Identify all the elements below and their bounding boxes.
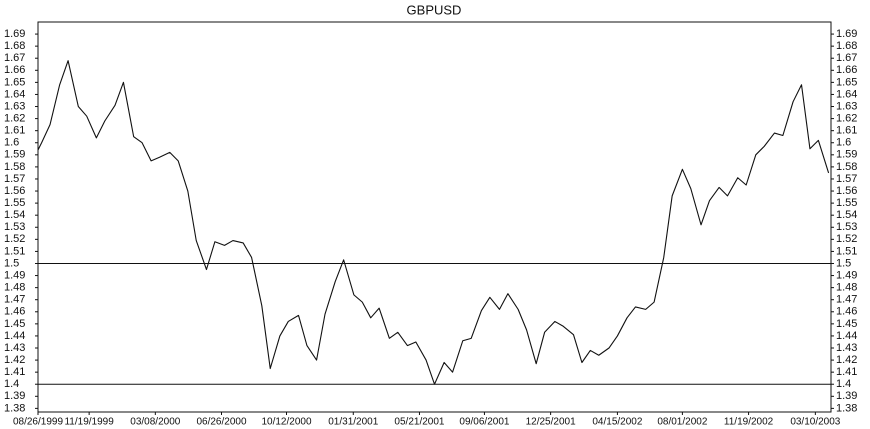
y-tick-label: 1.54 xyxy=(4,209,25,221)
y-tick-label: 1.52 xyxy=(4,233,25,245)
y2-tick-label: 1.56 xyxy=(836,185,857,197)
y-tick-label: 1.48 xyxy=(4,282,25,294)
y-tick-label: 1.64 xyxy=(4,88,25,100)
y2-tick-label: 1.61 xyxy=(836,125,857,137)
y2-tick-label: 1.67 xyxy=(836,52,857,64)
x-tick-label: 01/31/2001 xyxy=(328,417,378,428)
y-tick-label: 1.6 xyxy=(4,137,19,149)
y-tick-label: 1.38 xyxy=(4,402,25,414)
y-tick-label: 1.68 xyxy=(4,40,25,52)
y-tick-label: 1.46 xyxy=(4,306,25,318)
x-tick-label: 11/19/2002 xyxy=(724,417,774,428)
y2-tick-label: 1.52 xyxy=(836,233,857,245)
y-tick-label: 1.4 xyxy=(4,378,19,390)
y2-tick-label: 1.69 xyxy=(836,28,857,40)
y2-tick-label: 1.51 xyxy=(836,245,857,257)
y2-tick-label: 1.62 xyxy=(836,113,857,125)
y-tick-label: 1.59 xyxy=(4,149,25,161)
y2-tick-label: 1.66 xyxy=(836,64,857,76)
y-tick-label: 1.53 xyxy=(4,221,25,233)
y2-tick-label: 1.43 xyxy=(836,342,857,354)
y-tick-label: 1.57 xyxy=(4,173,25,185)
x-tick-label: 11/19/1999 xyxy=(64,417,114,428)
y-tick-label: 1.43 xyxy=(4,342,25,354)
y-tick-label: 1.42 xyxy=(4,354,25,366)
price-line xyxy=(37,60,830,385)
y2-tick-label: 1.65 xyxy=(836,76,857,88)
y-tick-label: 1.63 xyxy=(4,100,25,112)
y2-tick-label: 1.68 xyxy=(836,40,857,52)
x-tick-label: 05/21/2001 xyxy=(394,417,444,428)
y2-tick-label: 1.57 xyxy=(836,173,857,185)
y-tick-label: 1.44 xyxy=(4,330,25,342)
y2-tick-label: 1.38 xyxy=(836,402,857,414)
y-tick-label: 1.65 xyxy=(4,76,25,88)
y2-tick-label: 1.59 xyxy=(836,149,857,161)
y2-tick-label: 1.54 xyxy=(836,209,857,221)
y-tick-label: 1.51 xyxy=(4,245,25,257)
y-tick-label: 1.69 xyxy=(4,28,25,40)
x-tick-label: 06/26/2000 xyxy=(196,417,246,428)
y2-tick-label: 1.4 xyxy=(836,378,851,390)
y2-tick-label: 1.6 xyxy=(836,137,851,149)
y-tick-label: 1.49 xyxy=(4,269,25,281)
y2-tick-label: 1.63 xyxy=(836,100,857,112)
y2-tick-label: 1.58 xyxy=(836,161,857,173)
plot-frame xyxy=(37,21,832,413)
y2-tick-label: 1.44 xyxy=(836,330,857,342)
y-tick-label: 1.41 xyxy=(4,366,25,378)
y2-tick-label: 1.55 xyxy=(836,197,857,209)
y-tick-label: 1.45 xyxy=(4,318,25,330)
y-tick-label: 1.67 xyxy=(4,52,25,64)
y-tick-label: 1.55 xyxy=(4,197,25,209)
y2-tick-label: 1.45 xyxy=(836,318,857,330)
y2-tick-label: 1.41 xyxy=(836,366,857,378)
y-tick-label: 1.56 xyxy=(4,185,25,197)
y2-tick-label: 1.53 xyxy=(836,221,857,233)
x-tick-label: 03/10/2003 xyxy=(790,417,840,428)
y-tick-label: 1.47 xyxy=(4,294,25,306)
y2-tick-label: 1.48 xyxy=(836,282,857,294)
y2-tick-label: 1.46 xyxy=(836,306,857,318)
y2-tick-label: 1.42 xyxy=(836,354,857,366)
y2-tick-label: 1.5 xyxy=(836,257,851,269)
x-tick-label: 08/26/1999 xyxy=(13,417,63,428)
y2-tick-label: 1.39 xyxy=(836,390,857,402)
x-tick-label: 09/06/2001 xyxy=(459,417,509,428)
x-tick-label: 12/25/2001 xyxy=(526,417,576,428)
y2-tick-label: 1.49 xyxy=(836,269,857,281)
y2-tick-label: 1.47 xyxy=(836,294,857,306)
y-tick-label: 1.5 xyxy=(4,257,19,269)
y-tick-label: 1.66 xyxy=(4,64,25,76)
y-tick-label: 1.39 xyxy=(4,390,25,402)
x-tick-label: 10/12/2000 xyxy=(261,417,311,428)
y-tick-label: 1.62 xyxy=(4,113,25,125)
chart-title: GBPUSD xyxy=(407,2,462,17)
x-tick-label: 03/08/2000 xyxy=(130,417,180,428)
y-tick-label: 1.58 xyxy=(4,161,25,173)
x-tick-label: 04/15/2002 xyxy=(592,417,642,428)
y-tick-label: 1.61 xyxy=(4,125,25,137)
y2-tick-label: 1.64 xyxy=(836,88,857,100)
x-tick-label: 08/01/2002 xyxy=(657,417,707,428)
